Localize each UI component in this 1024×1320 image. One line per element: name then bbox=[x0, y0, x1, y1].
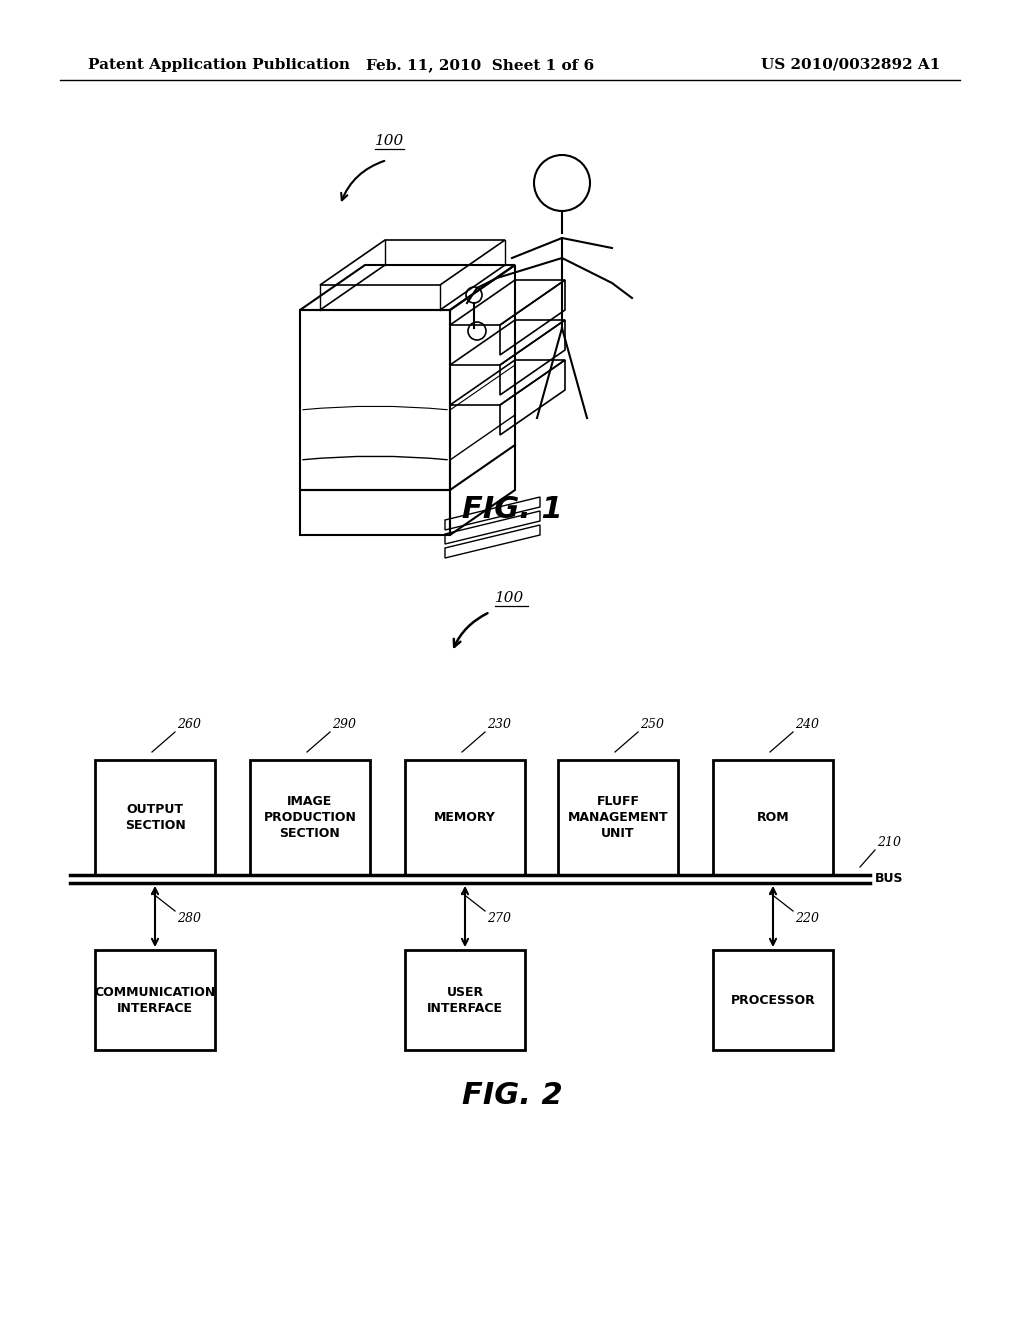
Bar bbox=[713, 760, 833, 875]
Text: FLUFF
MANAGEMENT
UNIT: FLUFF MANAGEMENT UNIT bbox=[567, 795, 669, 840]
Text: 100: 100 bbox=[375, 135, 404, 148]
Text: Feb. 11, 2010  Sheet 1 of 6: Feb. 11, 2010 Sheet 1 of 6 bbox=[366, 58, 594, 73]
Text: 270: 270 bbox=[487, 912, 511, 925]
Text: 280: 280 bbox=[177, 912, 201, 925]
Text: 230: 230 bbox=[487, 718, 511, 731]
Text: 250: 250 bbox=[640, 718, 664, 731]
Text: FIG. 1: FIG. 1 bbox=[462, 495, 562, 524]
Text: 210: 210 bbox=[877, 836, 901, 849]
Text: Patent Application Publication: Patent Application Publication bbox=[88, 58, 350, 73]
Text: 290: 290 bbox=[332, 718, 356, 731]
Bar bbox=[95, 760, 215, 875]
Text: 260: 260 bbox=[177, 718, 201, 731]
Bar bbox=[95, 950, 215, 1049]
Text: PROCESSOR: PROCESSOR bbox=[731, 994, 815, 1006]
Text: COMMUNICATION
INTERFACE: COMMUNICATION INTERFACE bbox=[94, 986, 216, 1015]
Text: OUTPUT
SECTION: OUTPUT SECTION bbox=[125, 803, 185, 832]
Bar bbox=[713, 950, 833, 1049]
Bar bbox=[558, 760, 678, 875]
Text: 100: 100 bbox=[495, 591, 524, 605]
Bar bbox=[406, 950, 525, 1049]
Text: 220: 220 bbox=[795, 912, 819, 925]
Text: ROM: ROM bbox=[757, 810, 790, 824]
Text: MEMORY: MEMORY bbox=[434, 810, 496, 824]
Text: 240: 240 bbox=[795, 718, 819, 731]
Text: BUS: BUS bbox=[874, 873, 903, 886]
Bar bbox=[250, 760, 370, 875]
Text: IMAGE
PRODUCTION
SECTION: IMAGE PRODUCTION SECTION bbox=[263, 795, 356, 840]
Text: FIG. 2: FIG. 2 bbox=[462, 1081, 562, 1110]
Text: US 2010/0032892 A1: US 2010/0032892 A1 bbox=[761, 58, 940, 73]
Text: USER
INTERFACE: USER INTERFACE bbox=[427, 986, 503, 1015]
Bar bbox=[406, 760, 525, 875]
